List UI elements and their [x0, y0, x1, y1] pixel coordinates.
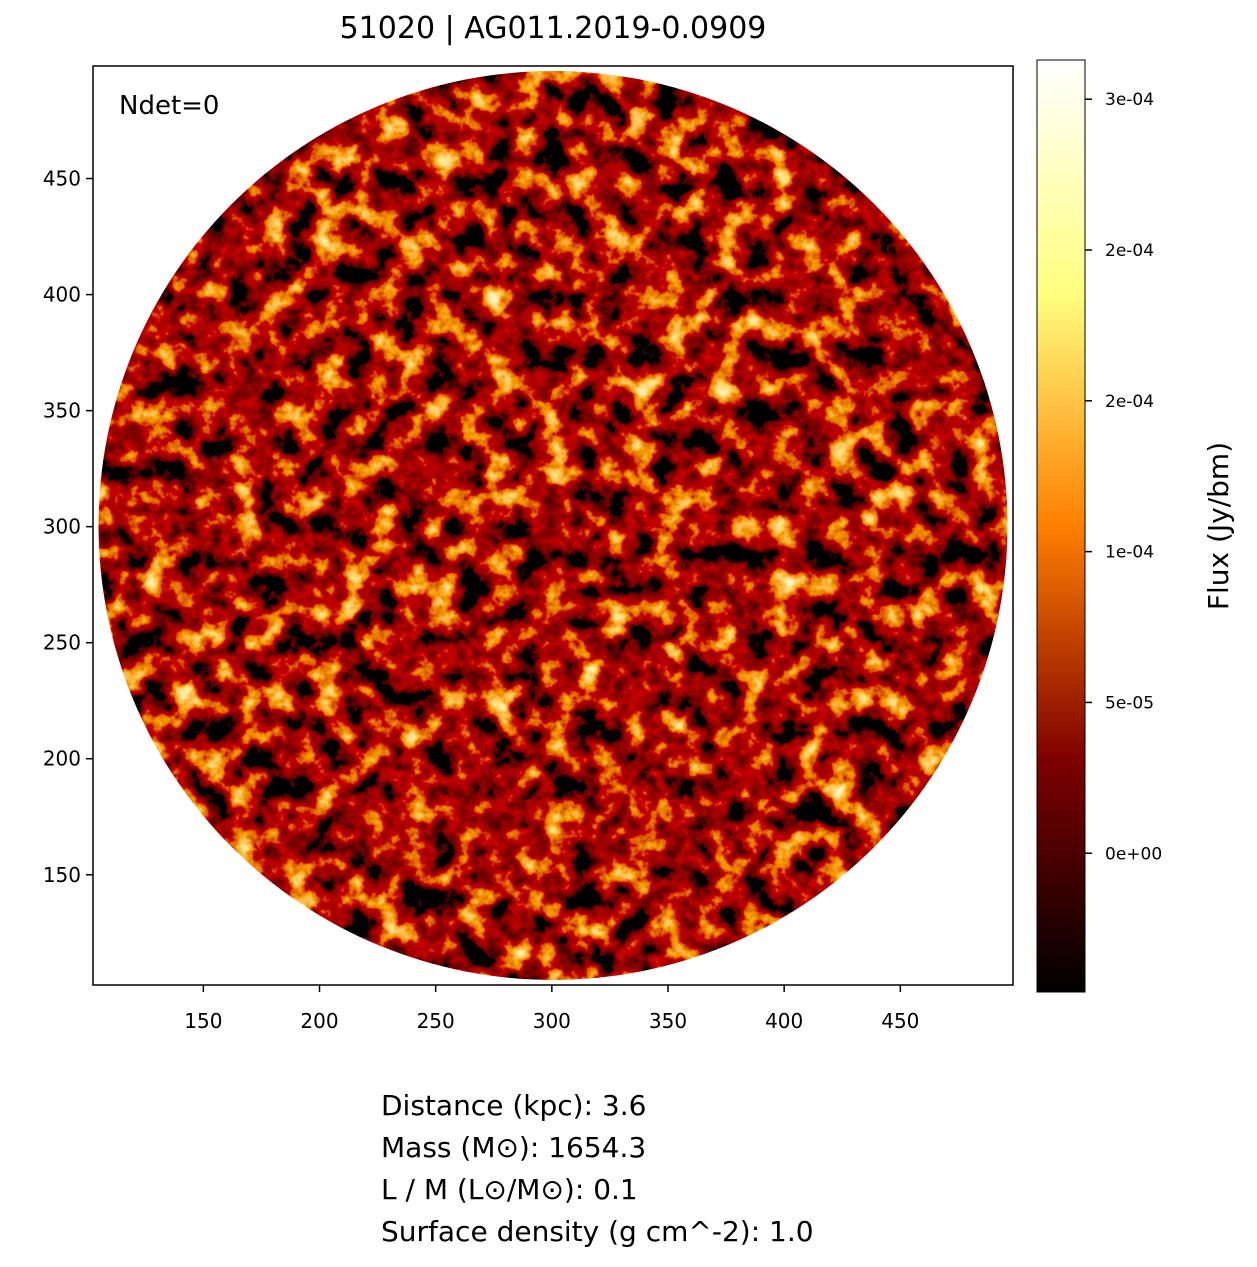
info-line: Mass (M⊙): 1654.3: [381, 1131, 646, 1164]
colorbar-tick-label: 2e-04: [1105, 392, 1154, 412]
x-tick-label: 300: [533, 1009, 571, 1033]
y-tick-label: 250: [43, 631, 81, 655]
info-line: Surface density (g cm^-2): 1.0: [381, 1215, 814, 1248]
annotation: Ndet=0: [119, 91, 219, 121]
colorbar-label: Flux (Jy/bm): [1202, 442, 1235, 610]
x-tick-label: 250: [417, 1009, 455, 1033]
x-tick-label: 450: [881, 1009, 919, 1033]
y-tick-label: 350: [43, 399, 81, 423]
colorbar: [1036, 59, 1086, 993]
x-tick-label: 350: [649, 1009, 687, 1033]
y-tick-label: 200: [43, 747, 81, 771]
colorbar-tick-label: 1e-04: [1105, 543, 1154, 563]
info-line: L / M (L⊙/M⊙): 0.1: [381, 1173, 638, 1206]
colorbar-tick-label: 2e-04: [1105, 241, 1154, 261]
y-tick-label: 300: [43, 515, 81, 539]
heatmap: [98, 71, 1008, 980]
colorbar-tick-label: 0e+00: [1105, 844, 1162, 864]
chart-title: 51020 | AG011.2019-0.0909: [340, 11, 767, 46]
x-tick-label: 400: [765, 1009, 803, 1033]
x-tick-label: 150: [184, 1009, 222, 1033]
colorbar-tick-label: 5e-05: [1105, 693, 1154, 713]
y-tick-label: 400: [43, 283, 81, 307]
info-line: Distance (kpc): 3.6: [381, 1089, 646, 1122]
x-tick-label: 200: [300, 1009, 338, 1033]
y-tick-label: 450: [43, 167, 81, 191]
axes-frame: [92, 65, 1014, 986]
plot-area: [98, 71, 1008, 980]
y-tick-label: 150: [43, 863, 81, 887]
colorbar-tick-label: 3e-04: [1105, 90, 1154, 110]
